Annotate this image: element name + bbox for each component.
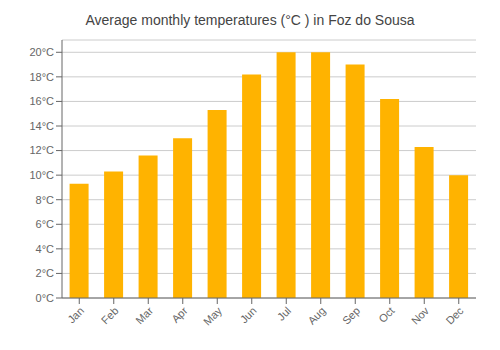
svg-text:2°C: 2°C xyxy=(36,267,55,279)
svg-text:0°C: 0°C xyxy=(36,292,55,304)
svg-text:6°C: 6°C xyxy=(36,218,55,230)
svg-text:16°C: 16°C xyxy=(29,95,54,107)
svg-text:Mar: Mar xyxy=(133,304,155,326)
svg-text:Aug: Aug xyxy=(305,304,327,326)
svg-text:Jul: Jul xyxy=(275,304,293,322)
svg-text:Oct: Oct xyxy=(376,304,397,325)
svg-text:Jan: Jan xyxy=(65,304,86,325)
svg-text:Feb: Feb xyxy=(99,304,121,326)
svg-text:May: May xyxy=(201,304,225,328)
svg-text:20°C: 20°C xyxy=(29,46,54,58)
html-text:Average monthly temperatures (: Average monthly temperatures (°C ) in Fo… xyxy=(85,12,415,28)
svg-text:Apr: Apr xyxy=(169,304,190,325)
svg-text:Nov: Nov xyxy=(409,304,432,327)
svg-text:18°C: 18°C xyxy=(29,71,54,83)
svg-text:Jun: Jun xyxy=(238,304,259,325)
svg-text:Sep: Sep xyxy=(340,304,362,326)
svg-text:Dec: Dec xyxy=(443,304,466,327)
svg-text:4°C: 4°C xyxy=(36,243,55,255)
svg-text:14°C: 14°C xyxy=(29,120,54,132)
svg-text:12°C: 12°C xyxy=(29,144,54,156)
svg-text:8°C: 8°C xyxy=(36,194,55,206)
svg-text:10°C: 10°C xyxy=(29,169,54,181)
